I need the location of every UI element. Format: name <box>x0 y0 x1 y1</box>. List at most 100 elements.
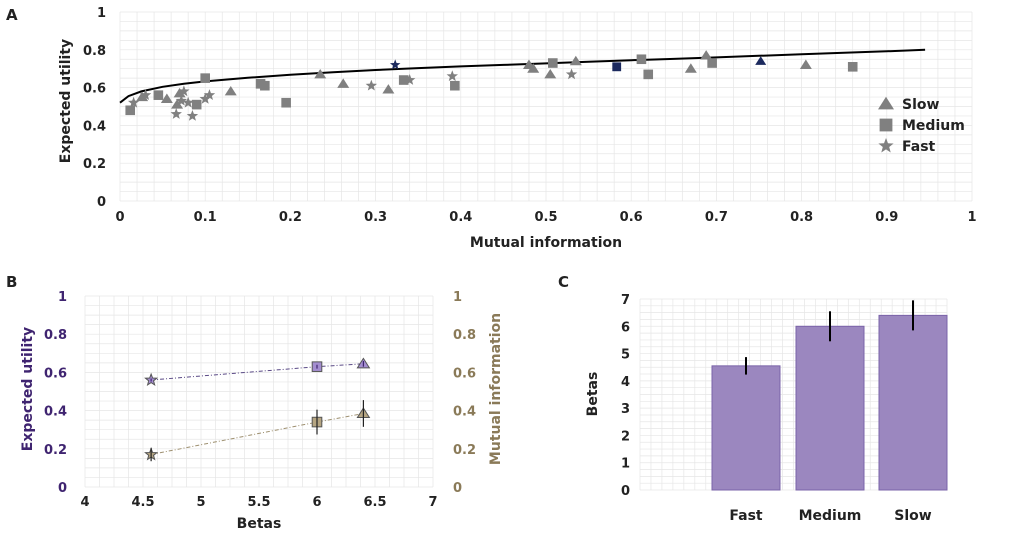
panel-c-letter: C <box>558 273 569 291</box>
x-tick-label: 0.3 <box>364 210 387 225</box>
point-fast <box>186 109 199 121</box>
bar-fast <box>711 365 781 491</box>
panel-a-legend: Slow Medium Fast <box>878 96 965 155</box>
point-slow <box>569 55 582 66</box>
series-line-0 <box>151 363 364 381</box>
point-fast <box>170 108 182 119</box>
point-medium <box>548 58 558 68</box>
x-tick-label: 6 <box>312 495 321 510</box>
point-fast <box>182 96 194 108</box>
y-tick-label: 7 <box>621 293 630 308</box>
y-tick-label-left: 0.2 <box>44 443 67 458</box>
panel-a-ticks: 0 0.1 0.2 0.3 0.4 0.5 0.6 0.7 0.8 0.9 1 0 0.2 0.4 0.6 0… <box>83 6 977 225</box>
panel-a-grid <box>119 11 973 202</box>
panel-c-bar-chart: 0 1 2 3 4 5 6 7 Fast Medium Slow Betas <box>585 293 948 524</box>
x-tick-label: 0.1 <box>194 210 217 225</box>
y-tick-label: 4 <box>621 375 630 390</box>
x-tick-label: 0.2 <box>279 210 302 225</box>
point-slow <box>171 99 184 109</box>
x-tick-label: 0.5 <box>534 210 557 225</box>
point-fast <box>175 94 188 106</box>
point-medium <box>398 75 409 85</box>
panel-a-xlabel: Mutual information <box>470 235 622 251</box>
x-tick-label: 0 <box>115 210 124 225</box>
x-tick-label: 7 <box>428 495 437 510</box>
legend-marker-square <box>879 118 893 132</box>
panel-c-ticks: 0 1 2 3 4 5 6 7 <box>621 293 630 499</box>
y-tick-label-right: 0 <box>453 481 462 496</box>
point-fast <box>199 92 211 104</box>
panel-b-line-chart: 4 4.5 5 5.5 6 6.5 7 0 0 0.2 0.2 0.4 0.4 0.6 0.6 0.8 0.8 1… <box>20 290 504 532</box>
y-tick-label: 0.4 <box>83 119 106 134</box>
panel-b-ylabel-right: Mutual information <box>488 313 504 465</box>
point-medium <box>200 73 210 83</box>
y-tick-label-right: 0.4 <box>453 405 476 420</box>
y-tick-label-left: 0.6 <box>44 366 67 381</box>
x-tick-label: 0.7 <box>705 210 728 225</box>
y-tick-label: 2 <box>621 429 630 444</box>
y-tick-label: 1 <box>97 6 106 21</box>
point-medium <box>636 54 647 65</box>
y-tick-label: 0 <box>97 195 106 210</box>
category-label: Fast <box>729 508 763 524</box>
point-fast <box>365 79 378 91</box>
point-slow <box>544 68 557 79</box>
panel-a-letter: A <box>6 6 18 24</box>
point-medium <box>450 80 460 91</box>
x-tick-label: 0.8 <box>790 210 813 225</box>
point-slow <box>337 78 350 88</box>
panel-b-xlabel: Betas <box>237 516 282 532</box>
point-slow <box>799 59 812 69</box>
x-tick-label: 1 <box>967 210 976 225</box>
highlight-point-square <box>612 62 622 72</box>
x-tick-label: 0.4 <box>449 210 472 225</box>
x-tick-label: 6.5 <box>363 495 386 510</box>
point-medium <box>707 58 717 68</box>
category-label: Medium <box>799 508 862 524</box>
y-tick-label: 6 <box>621 320 630 335</box>
y-tick-label-right: 0.6 <box>453 366 476 381</box>
panel-a-scatter-chart: 0 0.1 0.2 0.3 0.4 0.5 0.6 0.7 0.8 0.9 1 0 0.2 0.4 0.6 0… <box>58 6 977 251</box>
x-tick-label: 5 <box>196 495 205 510</box>
y-tick-label-right: 0.8 <box>453 328 476 343</box>
point-medium <box>847 62 858 72</box>
panel-b-ylabel-left: Expected utility <box>20 327 36 451</box>
panel-c-bars: Fast Medium Slow <box>711 300 948 524</box>
point-medium <box>260 80 270 91</box>
y-tick-label-left: 0 <box>58 481 67 496</box>
panel-b-ticks: 4 4.5 5 5.5 6 6.5 7 0 0 0.2 0.2 0.4 0.4 0.6 0.6 0.8 0.8 1… <box>44 290 476 510</box>
point-fast <box>203 89 216 101</box>
point-fast <box>139 89 152 101</box>
point-medium <box>643 69 654 80</box>
bar-medium <box>795 325 865 491</box>
panel-b-grid <box>84 295 434 488</box>
y-tick-label: 5 <box>621 348 630 363</box>
panel-c-ylabel: Betas <box>585 372 601 417</box>
point-fast <box>127 96 140 108</box>
y-tick-label-right: 0.2 <box>453 443 476 458</box>
point-slow <box>224 85 237 96</box>
y-tick-label-left: 1 <box>58 290 67 305</box>
highlight-point-star <box>389 59 401 70</box>
legend-marker-star <box>878 138 894 153</box>
highlight-point-triangle <box>755 56 767 65</box>
series-line-1 <box>151 413 364 455</box>
point-slow <box>136 91 149 102</box>
x-tick-label: 4.5 <box>131 495 154 510</box>
legend-label: Fast <box>902 139 936 155</box>
point-medium <box>125 105 136 116</box>
x-tick-label: 4 <box>80 495 89 510</box>
panel-a-points <box>125 50 858 121</box>
x-tick-label: 5.5 <box>247 495 270 510</box>
legend-label: Medium <box>902 118 965 134</box>
point-fast <box>565 68 578 80</box>
y-tick-label: 0.2 <box>83 157 106 172</box>
point-slow <box>173 87 186 98</box>
point-slow <box>684 63 697 73</box>
point-slow <box>160 93 173 103</box>
y-tick-label: 3 <box>621 402 630 417</box>
point-fast <box>178 85 190 97</box>
legend-label: Slow <box>902 97 940 113</box>
panel-b-letter: B <box>6 273 17 291</box>
